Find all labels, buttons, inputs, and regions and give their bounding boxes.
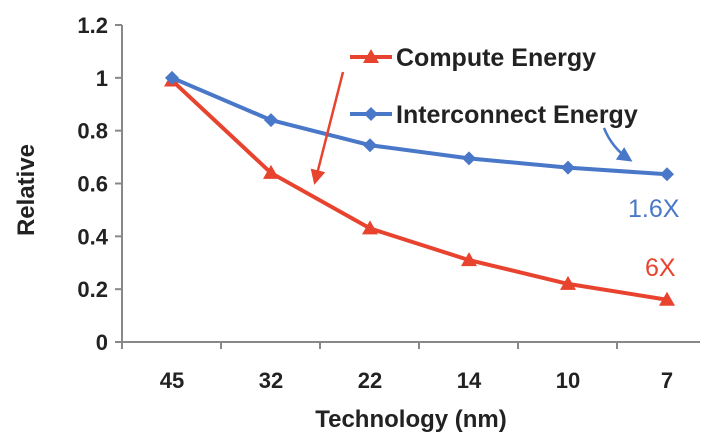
legend-label-interconnect: Interconnect Energy bbox=[396, 101, 638, 129]
x-tick-label: 22 bbox=[358, 368, 382, 393]
data-point-compute-energy bbox=[659, 291, 675, 306]
x-tick-label: 14 bbox=[457, 368, 482, 393]
data-point-interconnect-energy bbox=[462, 151, 476, 166]
x-tick-label: 10 bbox=[556, 368, 580, 393]
data-point-compute-energy bbox=[461, 252, 477, 267]
y-tick-label: 1 bbox=[96, 66, 108, 91]
data-point-compute-energy bbox=[263, 164, 279, 179]
y-tick-label: 1.2 bbox=[77, 13, 108, 38]
y-tick-label: 0 bbox=[96, 330, 108, 355]
annotation-interconnect-ratio: 1.6X bbox=[628, 195, 680, 223]
data-point-interconnect-energy bbox=[165, 70, 179, 85]
x-tick-label: 7 bbox=[661, 368, 673, 393]
y-tick-label: 0.8 bbox=[77, 119, 108, 144]
series-line-interconnect-energy bbox=[171, 75, 668, 177]
y-tick-label: 0.6 bbox=[77, 172, 108, 197]
compute-callout-arrow bbox=[310, 71, 345, 185]
series-layer bbox=[164, 70, 675, 306]
x-tick-labels: 45 32 22 14 10 7 bbox=[121, 342, 673, 393]
legend: Compute Energy Interconnect Energy bbox=[350, 44, 638, 129]
legend-marker-compute bbox=[363, 49, 379, 63]
data-point-interconnect-energy bbox=[363, 138, 377, 153]
data-point-compute-energy bbox=[362, 220, 378, 235]
annotation-compute-ratio: 6X bbox=[645, 254, 676, 282]
legend-label-compute: Compute Energy bbox=[396, 44, 596, 72]
y-tick-label: 0.2 bbox=[77, 277, 108, 302]
x-tick-label: 45 bbox=[160, 368, 184, 393]
x-tick-label: 32 bbox=[259, 368, 283, 393]
y-tick-label: 0.4 bbox=[77, 224, 108, 249]
legend-marker-interconnect bbox=[364, 107, 378, 121]
interconnect-callout-arrow bbox=[602, 127, 633, 162]
y-tick-labels: 0 0.2 0.4 0.6 0.8 1 1.2 bbox=[77, 13, 122, 355]
x-axis-title: Technology (nm) bbox=[315, 406, 507, 433]
data-point-interconnect-energy bbox=[561, 160, 575, 175]
data-point-interconnect-energy bbox=[660, 167, 674, 182]
data-point-compute-energy bbox=[560, 275, 576, 290]
legend-entry-interconnect: Interconnect Energy bbox=[350, 101, 638, 129]
data-point-interconnect-energy bbox=[264, 113, 278, 128]
series-line-compute-energy bbox=[170, 79, 668, 302]
legend-entry-compute: Compute Energy bbox=[350, 44, 596, 72]
y-axis-title: Relative bbox=[13, 144, 40, 236]
